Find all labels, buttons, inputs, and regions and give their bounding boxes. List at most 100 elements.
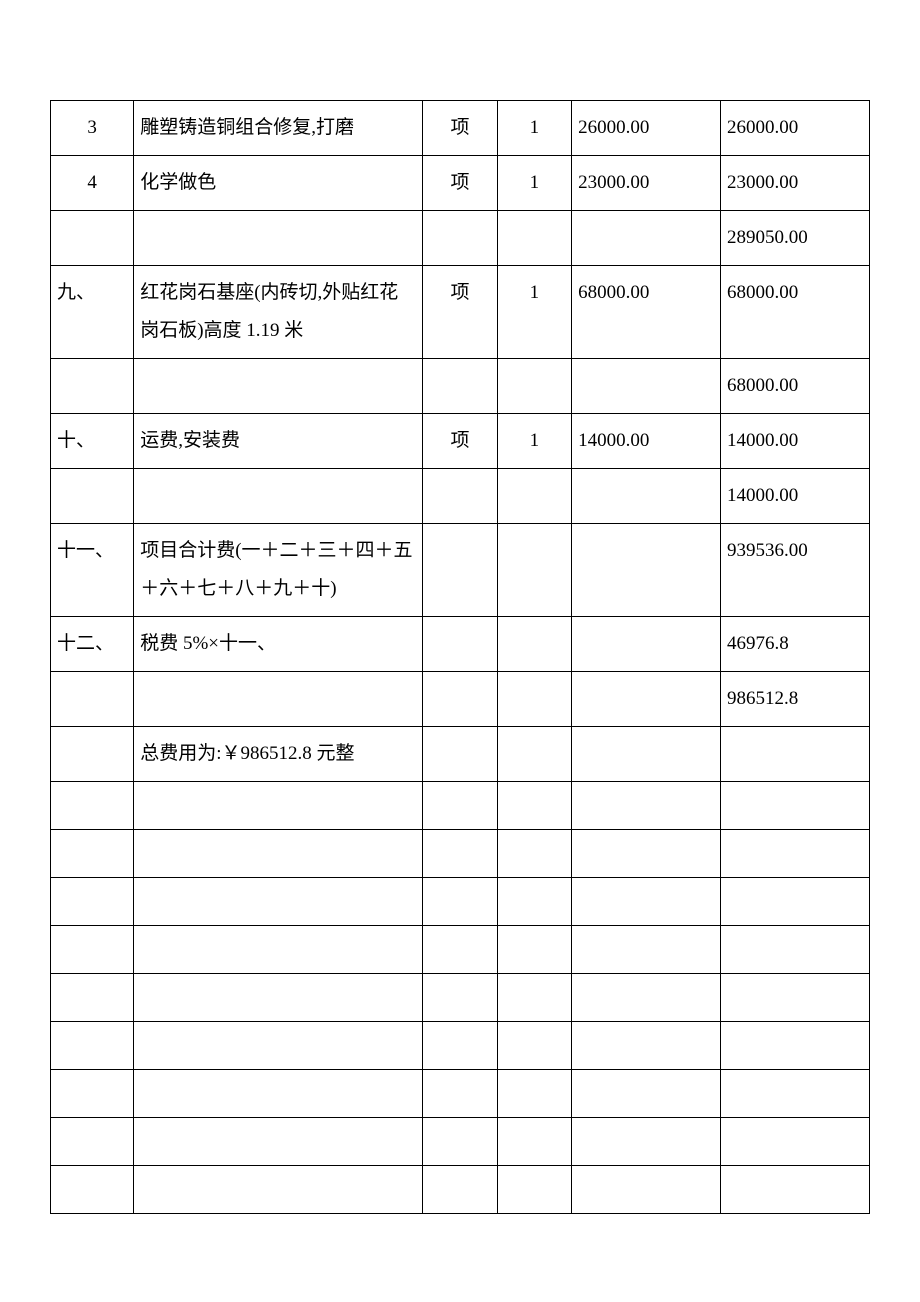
table-cell: 总费用为:￥986512.8 元整 — [134, 727, 423, 782]
table-cell — [51, 1070, 134, 1118]
table-row — [51, 974, 870, 1022]
table-cell — [721, 878, 870, 926]
table-cell — [51, 359, 134, 414]
table-cell — [423, 359, 497, 414]
table-cell — [423, 617, 497, 672]
table-cell — [51, 782, 134, 830]
table-row — [51, 926, 870, 974]
table-cell — [134, 1118, 423, 1166]
table-cell — [721, 830, 870, 878]
table-cell — [51, 1166, 134, 1214]
table-cell: 26000.00 — [572, 101, 721, 156]
table-cell — [134, 878, 423, 926]
table-cell — [134, 1022, 423, 1070]
table-cell — [721, 727, 870, 782]
table-cell: 项 — [423, 414, 497, 469]
table-cell — [572, 878, 721, 926]
table-cell — [423, 1166, 497, 1214]
table-cell: 68000.00 — [721, 359, 870, 414]
table-cell: 986512.8 — [721, 672, 870, 727]
table-cell — [423, 1022, 497, 1070]
table-cell: 十、 — [51, 414, 134, 469]
table-cell — [134, 830, 423, 878]
table-row — [51, 830, 870, 878]
table-row: 986512.8 — [51, 672, 870, 727]
table-cell — [423, 1118, 497, 1166]
table-cell — [572, 830, 721, 878]
table-cell — [721, 1118, 870, 1166]
table-cell: 3 — [51, 101, 134, 156]
table-row: 十一、项目合计费(一＋二＋三＋四＋五＋六＋七＋八＋九＋十) 939536.00 — [51, 524, 870, 617]
table-row — [51, 782, 870, 830]
table-row: 14000.00 — [51, 469, 870, 524]
table-row: 4化学做色项123000.0023000.00 — [51, 156, 870, 211]
table-cell: 项 — [423, 156, 497, 211]
table-cell — [497, 926, 571, 974]
table-cell — [134, 782, 423, 830]
table-cell — [51, 727, 134, 782]
table-cell — [423, 469, 497, 524]
table-cell — [572, 782, 721, 830]
table-row — [51, 1070, 870, 1118]
table-cell — [497, 878, 571, 926]
table-cell — [572, 211, 721, 266]
table-cell: 14000.00 — [721, 414, 870, 469]
table-row: 九、红花岗石基座(内砖切,外贴红花岗石板)高度 1.19 米项168000.00… — [51, 266, 870, 359]
table-cell: 68000.00 — [721, 266, 870, 359]
table-cell — [572, 926, 721, 974]
table-cell: 68000.00 — [572, 266, 721, 359]
table-cell — [572, 1070, 721, 1118]
table-cell — [51, 878, 134, 926]
table-cell: 14000.00 — [721, 469, 870, 524]
cost-table: 3雕塑铸造铜组合修复,打磨项126000.0026000.004化学做色项123… — [50, 100, 870, 1214]
table-row: 十二、税费 5%×十一、46976.8 — [51, 617, 870, 672]
table-cell — [497, 1166, 571, 1214]
table-cell — [134, 974, 423, 1022]
table-cell: 1 — [497, 101, 571, 156]
table-cell — [497, 1118, 571, 1166]
table-cell — [51, 1118, 134, 1166]
table-cell: 1 — [497, 266, 571, 359]
table-cell — [134, 926, 423, 974]
table-cell — [572, 974, 721, 1022]
table-cell — [51, 830, 134, 878]
table-cell — [721, 926, 870, 974]
table-cell: 红花岗石基座(内砖切,外贴红花岗石板)高度 1.19 米 — [134, 266, 423, 359]
table-cell: 化学做色 — [134, 156, 423, 211]
table-cell: 税费 5%×十一、 — [134, 617, 423, 672]
table-cell: 289050.00 — [721, 211, 870, 266]
table-cell — [134, 1166, 423, 1214]
table-cell — [497, 359, 571, 414]
table-cell — [51, 926, 134, 974]
table-cell — [497, 211, 571, 266]
table-cell — [51, 974, 134, 1022]
table-cell — [423, 830, 497, 878]
table-cell: 项 — [423, 101, 497, 156]
table-cell: 1 — [497, 156, 571, 211]
table-cell — [423, 1070, 497, 1118]
table-cell: 十一、 — [51, 524, 134, 617]
table-cell — [572, 1118, 721, 1166]
table-cell — [51, 469, 134, 524]
table-cell: 项目合计费(一＋二＋三＋四＋五＋六＋七＋八＋九＋十) — [134, 524, 423, 617]
table-cell — [721, 974, 870, 1022]
table-cell — [134, 672, 423, 727]
table-cell — [423, 926, 497, 974]
table-cell: 运费,安装费 — [134, 414, 423, 469]
table-row — [51, 1166, 870, 1214]
table-cell: 4 — [51, 156, 134, 211]
table-cell: 雕塑铸造铜组合修复,打磨 — [134, 101, 423, 156]
table-cell — [51, 211, 134, 266]
table-row: 289050.00 — [51, 211, 870, 266]
table-cell — [423, 782, 497, 830]
table-cell — [572, 524, 721, 617]
table-cell — [572, 359, 721, 414]
table-cell — [497, 617, 571, 672]
table-cell — [721, 782, 870, 830]
table-row — [51, 1118, 870, 1166]
table-cell: 46976.8 — [721, 617, 870, 672]
table-cell — [134, 1070, 423, 1118]
table-cell: 14000.00 — [572, 414, 721, 469]
table-cell: 939536.00 — [721, 524, 870, 617]
table-cell — [134, 359, 423, 414]
